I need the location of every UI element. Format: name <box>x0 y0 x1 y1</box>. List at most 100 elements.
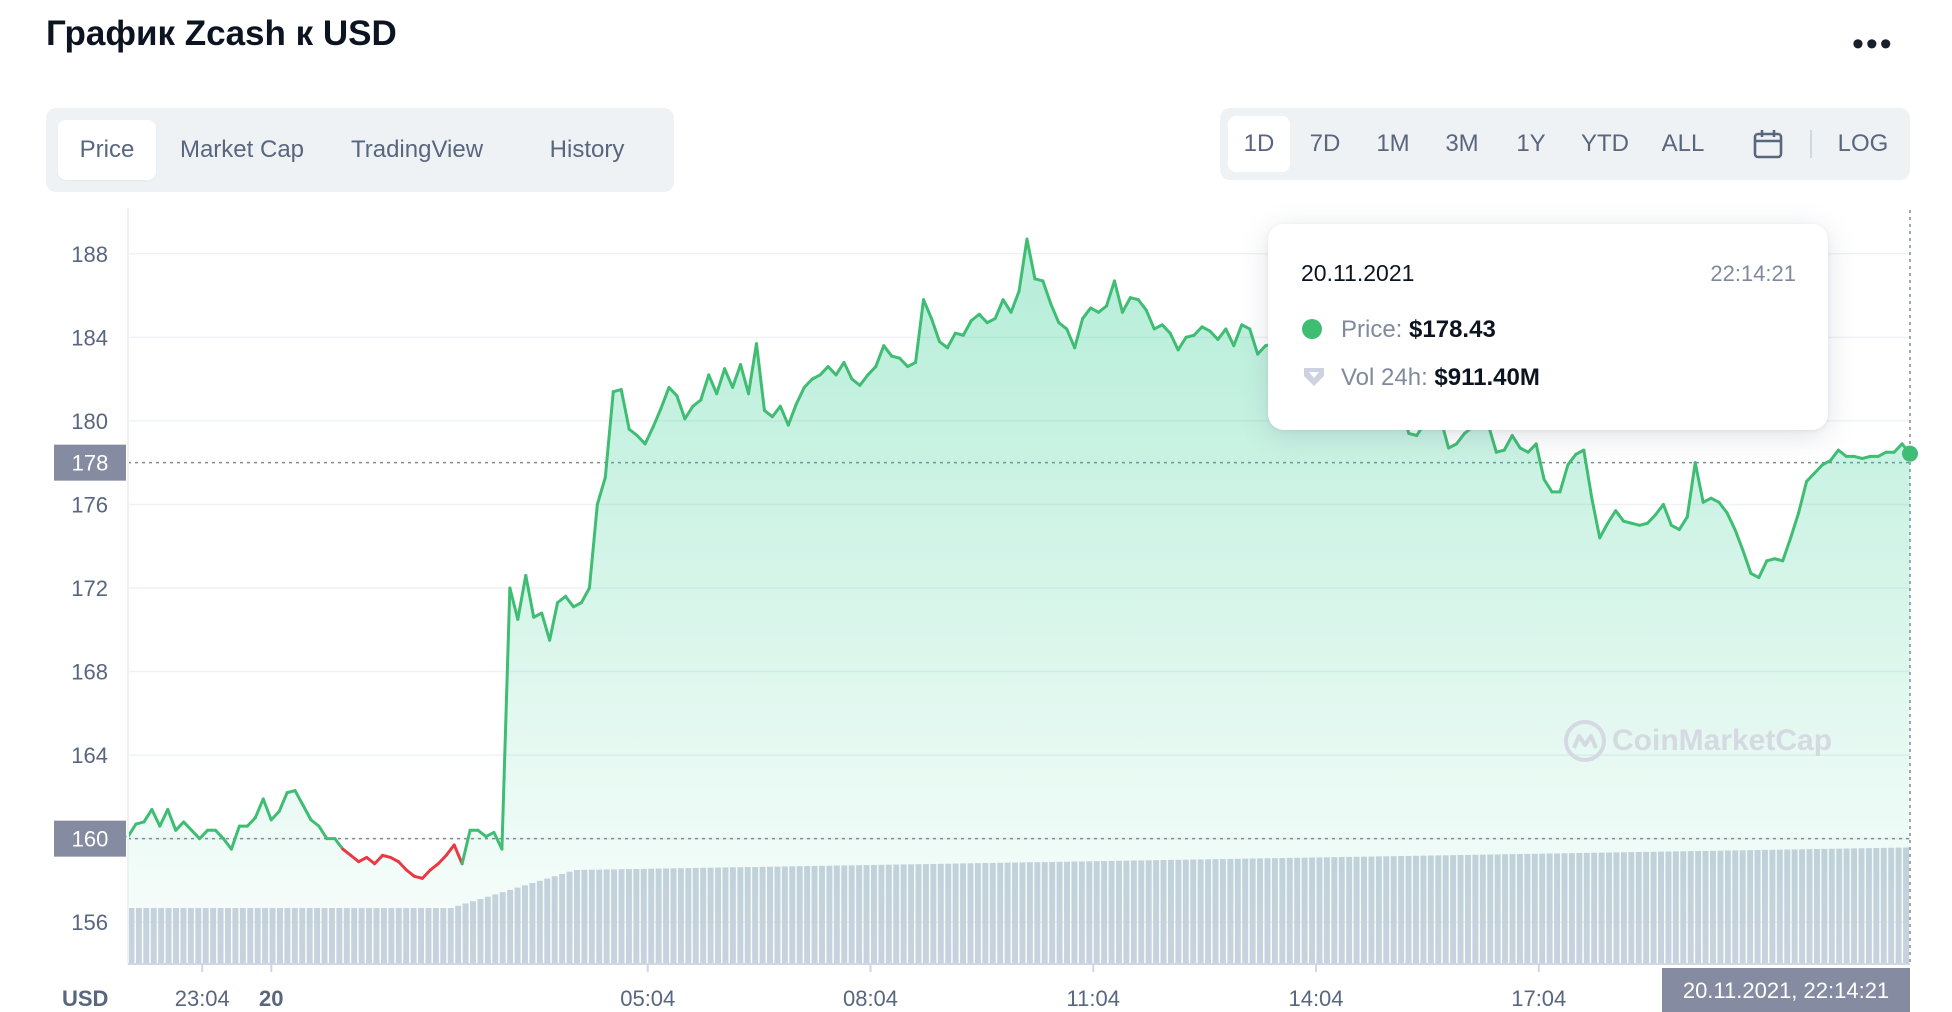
price-line-segment <box>1789 511 1801 540</box>
price-line-segment <box>937 340 949 350</box>
range-1y[interactable]: 1Y <box>1516 130 1546 157</box>
price-line-segment <box>1741 548 1753 575</box>
price-line-segment <box>1685 461 1697 519</box>
watermark-text: CoinMarketCap <box>1612 724 1833 757</box>
price-line-segment <box>1256 344 1268 356</box>
current-price-badge <box>54 444 126 481</box>
price-line-segment <box>1248 327 1260 356</box>
tab-market-cap[interactable]: Market Cap <box>179 136 305 163</box>
tab-history[interactable]: History <box>549 136 625 163</box>
price-line-segment <box>436 853 448 866</box>
price-line-segment <box>253 797 265 820</box>
price-line-segment <box>556 594 568 605</box>
log-scale-toggle[interactable]: LOG <box>1837 130 1889 157</box>
price-line-segment <box>166 807 178 832</box>
price-line-segment <box>778 404 790 427</box>
coinmarketcap-watermark: CoinMarketCap <box>1564 720 1833 762</box>
price-line-segment <box>969 312 981 323</box>
range-1m[interactable]: 1M <box>1376 130 1410 157</box>
price-line-segment <box>699 373 711 402</box>
y-tick-label: 184 <box>71 325 108 350</box>
price-line-segment <box>428 862 440 872</box>
price-line-segment <box>961 319 973 337</box>
price-line-segment <box>858 373 870 387</box>
price-line-segment <box>762 408 774 419</box>
price-line-segment <box>1224 327 1236 348</box>
tooltip-volume-value: $911.40M <box>1434 364 1540 391</box>
price-line-segment <box>691 398 703 408</box>
price-line-segment <box>770 404 782 419</box>
range-divider <box>1810 130 1812 158</box>
coinmarketcap-logo-icon <box>1564 720 1606 762</box>
price-line-segment <box>126 822 138 839</box>
price-line-segment <box>1017 237 1029 293</box>
y-tick-label: 168 <box>71 660 108 685</box>
price-line-segment <box>1534 442 1546 481</box>
price-line-segment <box>850 377 862 387</box>
price-line-segment <box>1805 471 1817 483</box>
price-line-segment <box>293 789 305 807</box>
price-line-segment <box>914 298 926 364</box>
price-line-segment <box>540 611 552 642</box>
price-badges: 160 178 20.11.2021, 22:14:21 <box>54 444 1918 1012</box>
x-tick-label: 11:04 <box>1067 986 1120 1011</box>
range-7d[interactable]: 7D <box>1309 130 1341 157</box>
price-line-segment <box>683 404 695 421</box>
price-line-segment <box>1733 528 1745 552</box>
price-line-segment <box>1661 502 1673 527</box>
price-line-segment <box>731 362 743 389</box>
x-tick-label: 23:04 <box>175 986 230 1011</box>
price-tooltip: 20.11.2021 22:14:21 Price: $178.43 Vol 2… <box>1268 224 1828 430</box>
price-line-segment <box>1009 289 1021 314</box>
price-line-segment <box>261 797 273 822</box>
tab-price[interactable]: Price <box>58 120 156 180</box>
x-tick-label: 08:04 <box>843 986 898 1011</box>
price-line-segment <box>1836 448 1848 458</box>
price-line-segment <box>866 365 878 377</box>
price-line-segment <box>1136 298 1148 312</box>
price-line-segment <box>198 828 210 841</box>
tooltip-price-value: $178.43 <box>1409 316 1496 343</box>
price-line-segment <box>214 828 225 841</box>
time-range-selector: 1D 7D 1M 3M 1Y YTD ALL LOG <box>1220 108 1910 180</box>
y-tick-label: 180 <box>71 409 108 434</box>
price-line-segment <box>874 344 886 369</box>
tab-tradingview[interactable]: TradingView <box>350 136 484 163</box>
range-1d[interactable]: 1D <box>1228 116 1290 172</box>
price-line-segment <box>922 298 933 321</box>
price-line-segment <box>1073 317 1085 350</box>
price-line-segment <box>396 860 408 872</box>
current-price-badge-label: 178 <box>72 451 109 476</box>
price-line-segment <box>317 824 329 841</box>
price-line-segment <box>587 502 599 590</box>
price-line-segment <box>1168 331 1180 352</box>
calendar-icon[interactable] <box>1752 128 1784 160</box>
price-line-segment <box>1176 335 1188 352</box>
tooltip-volume-row: Vol 24h: $911.40M <box>1301 364 1540 392</box>
price-line-segment <box>1081 306 1093 321</box>
price-dot-icon <box>1302 319 1322 339</box>
price-area-fill <box>128 239 1910 964</box>
price-line-segment <box>221 837 233 851</box>
price-line-segment <box>524 573 536 619</box>
range-ytd[interactable]: YTD <box>1581 130 1629 157</box>
price-line-segment <box>516 573 528 621</box>
price-line-segment <box>1144 308 1156 331</box>
price-line-segment <box>1725 511 1737 532</box>
price-line-segment <box>1160 323 1172 335</box>
price-line-segment <box>301 803 313 822</box>
crosshair-time-label: 20.11.2021, 22:14:21 <box>1683 978 1889 1003</box>
range-all[interactable]: ALL <box>1661 130 1705 157</box>
price-line-segment <box>715 367 727 396</box>
price-line-segment <box>277 791 289 814</box>
price-line-segment <box>1614 509 1626 523</box>
price-line-segment <box>1813 463 1824 475</box>
x-tick-label: 14:04 <box>1288 986 1343 1011</box>
price-line-segment <box>1558 463 1570 494</box>
range-3m[interactable]: 3M <box>1445 130 1479 157</box>
x-tick-label: 17:04 <box>1511 986 1566 1011</box>
price-line-segment <box>349 853 361 864</box>
price-line-segment <box>1892 442 1904 454</box>
price-line-segment <box>929 317 941 344</box>
